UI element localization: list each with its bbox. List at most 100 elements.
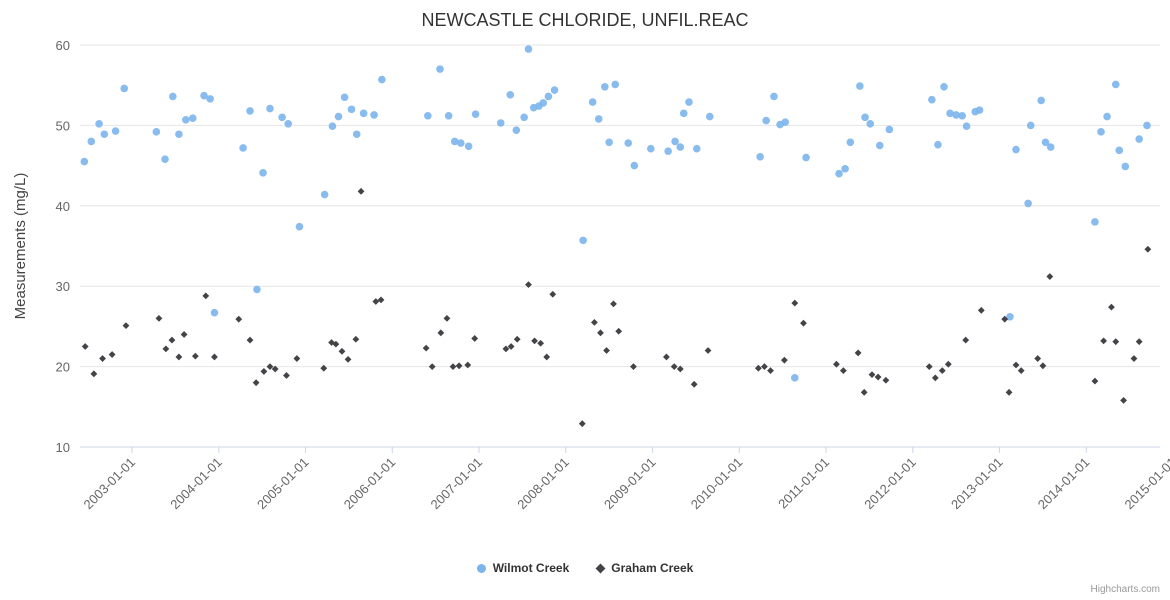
data-point[interactable] <box>502 345 510 353</box>
data-point[interactable] <box>1046 143 1055 151</box>
data-point[interactable] <box>543 353 551 361</box>
data-point[interactable] <box>191 352 199 360</box>
data-point[interactable] <box>424 111 432 120</box>
data-point[interactable] <box>328 122 337 131</box>
data-point[interactable] <box>372 298 380 305</box>
data-point[interactable] <box>756 152 764 161</box>
data-point[interactable] <box>1024 199 1032 208</box>
data-point[interactable] <box>925 363 933 370</box>
data-point[interactable] <box>464 142 473 151</box>
data-point[interactable] <box>347 105 356 114</box>
data-point[interactable] <box>928 95 936 104</box>
data-point[interactable] <box>940 83 948 91</box>
data-point[interactable] <box>630 161 639 170</box>
data-point[interactable] <box>457 139 465 147</box>
data-point[interactable] <box>790 374 799 382</box>
data-point[interactable] <box>931 374 939 382</box>
data-point[interactable] <box>679 109 688 118</box>
data-point[interactable] <box>464 361 472 369</box>
data-point[interactable] <box>344 355 352 363</box>
data-point[interactable] <box>597 329 604 337</box>
legend-item-wilmot-creek[interactable]: Wilmot Creek <box>476 561 569 575</box>
data-point[interactable] <box>977 306 985 314</box>
data-point[interactable] <box>180 331 188 338</box>
data-point[interactable] <box>841 165 849 173</box>
data-point[interactable] <box>866 119 875 128</box>
data-point[interactable] <box>90 370 98 378</box>
data-point[interactable] <box>671 137 679 146</box>
data-point[interactable] <box>95 119 103 128</box>
data-point[interactable] <box>537 339 545 347</box>
data-point[interactable] <box>1143 121 1151 130</box>
data-point[interactable] <box>611 80 620 89</box>
data-point[interactable] <box>1091 377 1099 385</box>
data-point[interactable] <box>946 109 954 118</box>
data-point[interactable] <box>676 143 685 151</box>
data-point[interactable] <box>854 349 862 357</box>
data-point[interactable] <box>761 363 768 370</box>
data-point[interactable] <box>646 144 655 153</box>
data-point[interactable] <box>161 155 169 163</box>
data-point[interactable] <box>284 119 292 128</box>
data-point[interactable] <box>108 351 116 358</box>
data-point[interactable] <box>211 353 218 361</box>
data-point[interactable] <box>874 373 882 381</box>
data-point[interactable] <box>1144 245 1152 253</box>
data-point[interactable] <box>1111 80 1120 89</box>
data-point[interactable] <box>210 308 219 317</box>
data-point[interactable] <box>252 379 260 387</box>
data-point[interactable] <box>685 98 693 106</box>
data-point[interactable] <box>1034 355 1042 362</box>
data-point[interactable] <box>471 110 480 118</box>
data-point[interactable] <box>846 138 855 147</box>
data-point[interactable] <box>378 75 386 84</box>
data-point[interactable] <box>944 360 952 368</box>
data-point[interactable] <box>1012 361 1020 369</box>
data-point[interactable] <box>1091 218 1099 226</box>
data-point[interactable] <box>436 65 444 73</box>
data-point[interactable] <box>169 92 177 101</box>
data-point[interactable] <box>767 367 774 375</box>
data-point[interactable] <box>663 353 670 361</box>
data-point[interactable] <box>1100 337 1108 345</box>
data-point[interactable] <box>496 119 505 127</box>
data-point[interactable] <box>1017 367 1025 375</box>
data-point[interactable] <box>856 82 864 90</box>
data-point[interactable] <box>591 318 598 326</box>
data-point[interactable] <box>610 300 617 308</box>
data-point[interactable] <box>175 353 183 361</box>
data-point[interactable] <box>455 362 463 370</box>
data-point[interactable] <box>1135 135 1143 143</box>
data-point[interactable] <box>780 356 788 364</box>
data-point[interactable] <box>539 99 548 107</box>
data-point[interactable] <box>422 344 430 352</box>
data-point[interactable] <box>168 336 176 344</box>
data-point[interactable] <box>449 363 457 370</box>
data-point[interactable] <box>876 141 884 150</box>
data-point[interactable] <box>239 144 247 152</box>
data-point[interactable] <box>762 116 770 125</box>
data-point[interactable] <box>690 380 698 388</box>
data-point[interactable] <box>320 364 328 372</box>
data-point[interactable] <box>676 365 684 373</box>
data-point[interactable] <box>87 137 96 146</box>
data-point[interactable] <box>692 144 701 153</box>
data-point[interactable] <box>295 222 304 231</box>
data-point[interactable] <box>704 347 712 354</box>
data-point[interactable] <box>605 138 613 147</box>
data-point[interactable] <box>352 130 361 139</box>
data-point[interactable] <box>531 337 538 345</box>
data-point[interactable] <box>506 91 515 99</box>
data-point[interactable] <box>833 360 840 368</box>
data-point[interactable] <box>1103 112 1111 121</box>
data-point[interactable] <box>578 420 586 428</box>
data-point[interactable] <box>507 343 515 350</box>
data-point[interactable] <box>81 343 89 350</box>
data-point[interactable] <box>754 364 762 372</box>
data-point[interactable] <box>266 104 274 113</box>
data-point[interactable] <box>182 115 190 124</box>
data-point[interactable] <box>835 169 843 178</box>
data-point[interactable] <box>320 190 329 199</box>
data-point[interactable] <box>594 115 603 123</box>
data-point[interactable] <box>524 45 533 53</box>
